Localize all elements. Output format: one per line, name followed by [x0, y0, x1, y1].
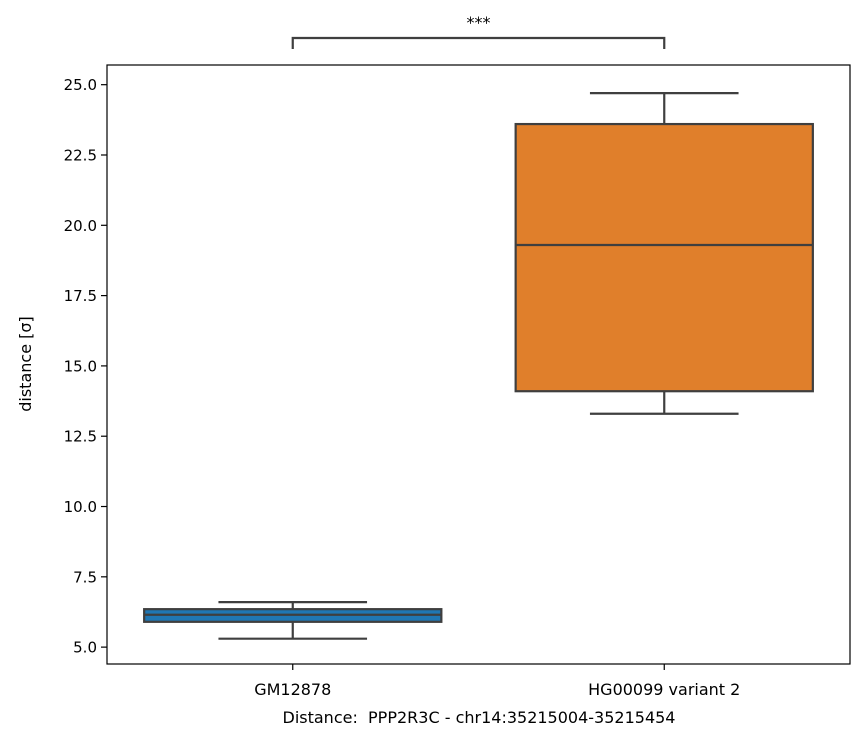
y-tick-label: 5.0: [73, 639, 97, 657]
box-iqr: [514, 122, 814, 393]
x-tick-label: GM12878: [254, 680, 331, 699]
y-axis: 5.0 7.5 10.0 12.5 15.0 17.5 20.0 22.5 25.0: [64, 76, 107, 657]
y-tick-label: 17.5: [64, 287, 97, 305]
x-tick-label: HG00099 variant 2: [588, 680, 740, 699]
y-tick-label: 15.0: [64, 357, 97, 375]
y-tick-label: 22.5: [64, 146, 97, 164]
y-axis-label: distance [σ]: [16, 316, 35, 412]
y-tick-label: 7.5: [73, 568, 97, 586]
x-axis-label: Distance: PPP2R3C - chr14:35215004-35215…: [283, 708, 676, 727]
x-axis: GM12878 HG00099 variant 2: [254, 664, 740, 699]
y-tick-label: 10.0: [64, 498, 97, 516]
y-tick-label: 20.0: [64, 217, 97, 235]
y-tick-label: 12.5: [64, 428, 97, 446]
boxes-layer: [143, 92, 814, 640]
significance-annotation: ***: [291, 13, 666, 49]
significance-label: ***: [467, 13, 491, 32]
y-tick-label: 25.0: [64, 76, 97, 94]
plot-frame: [106, 64, 851, 665]
significance-bracket: [291, 36, 666, 49]
